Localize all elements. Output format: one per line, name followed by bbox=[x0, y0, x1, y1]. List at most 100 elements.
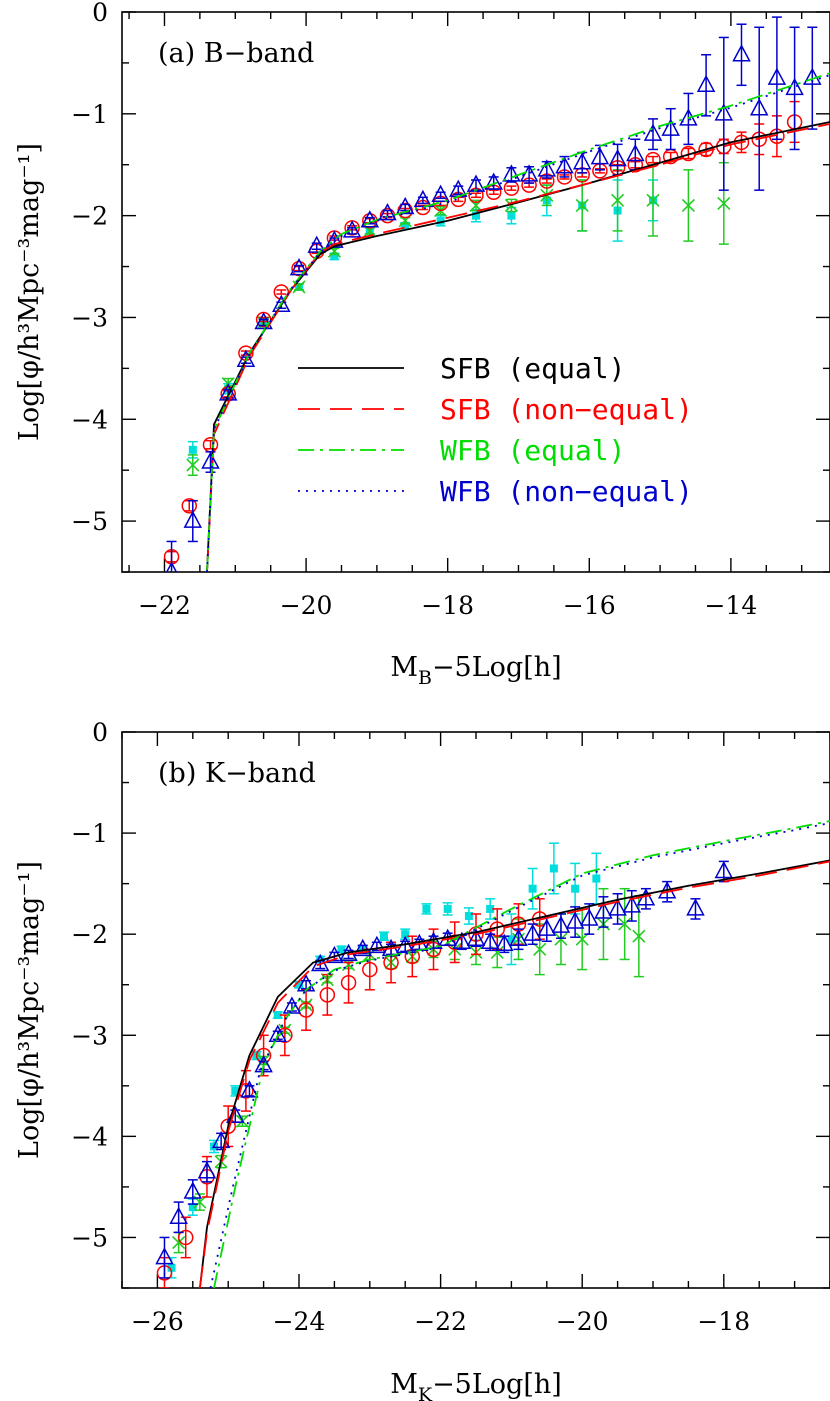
y-tick-label: −5 bbox=[71, 1223, 108, 1252]
data-point bbox=[680, 145, 697, 162]
legend-label: WFB (equal) bbox=[440, 434, 625, 467]
x-tick-label: −18 bbox=[421, 591, 474, 620]
data-point bbox=[480, 931, 500, 950]
legend-label: WFB (non−equal) bbox=[440, 475, 693, 508]
legend-label: SFB (non−equal) bbox=[440, 393, 693, 426]
x-tick-label: −22 bbox=[138, 591, 191, 620]
plot-area bbox=[155, 820, 830, 1288]
data-point bbox=[618, 917, 632, 931]
data-point bbox=[378, 203, 397, 221]
data-point bbox=[379, 932, 388, 941]
data-point bbox=[236, 349, 256, 367]
data-point bbox=[681, 198, 695, 213]
series-line bbox=[206, 74, 830, 572]
y-axis-label: Log[φ/h³Mpc⁻³mag⁻¹] bbox=[14, 861, 45, 1159]
data-point bbox=[590, 147, 610, 165]
y-tick-label: −4 bbox=[71, 405, 108, 434]
data-point bbox=[188, 445, 197, 454]
data-points-triangle bbox=[165, 16, 822, 572]
data-point bbox=[472, 211, 480, 220]
x-tick-label: −26 bbox=[131, 1307, 184, 1336]
panel-a-b-band: 0 −1 −2 −3 −4 −5 −22 −20 −18 −16 −14 MB−5Log[h] Log[… bbox=[14, 0, 830, 689]
plot-frame bbox=[121, 11, 830, 573]
data-point bbox=[254, 311, 273, 330]
y-tick-label: −3 bbox=[71, 1021, 108, 1050]
x-axis-label: MK−5Log[h] bbox=[390, 1369, 562, 1401]
y-tick-label: 0 bbox=[92, 718, 108, 747]
data-point bbox=[696, 74, 716, 93]
data-point bbox=[337, 945, 346, 954]
x-axis-label: MB−5Log[h] bbox=[390, 652, 561, 689]
data-point bbox=[495, 933, 514, 952]
data-point bbox=[431, 184, 450, 203]
data-point bbox=[537, 159, 557, 177]
data-point bbox=[295, 980, 303, 989]
data-point bbox=[523, 923, 542, 941]
data-point bbox=[254, 1055, 273, 1073]
data-point bbox=[273, 284, 290, 300]
series-line bbox=[209, 822, 830, 1288]
series-line bbox=[213, 820, 830, 1288]
data-point bbox=[436, 216, 445, 225]
data-point bbox=[316, 955, 325, 964]
data-points-square bbox=[166, 842, 602, 1279]
data-point bbox=[183, 1181, 203, 1199]
data-point bbox=[594, 901, 613, 919]
data-points-circle bbox=[156, 898, 548, 1288]
y-tick-label: −2 bbox=[71, 920, 108, 949]
data-point bbox=[575, 932, 589, 946]
data-point bbox=[622, 895, 642, 913]
data-point bbox=[767, 67, 787, 85]
data-point bbox=[165, 561, 178, 572]
data-point bbox=[201, 451, 220, 469]
data-point bbox=[571, 884, 580, 893]
data-point bbox=[632, 929, 646, 943]
data-point bbox=[443, 904, 452, 913]
data-point bbox=[528, 884, 537, 893]
x-tick-label: −20 bbox=[280, 591, 333, 620]
data-point bbox=[608, 149, 627, 167]
data-point bbox=[626, 143, 645, 162]
data-point bbox=[273, 1011, 282, 1020]
data-point bbox=[565, 911, 585, 929]
data-point bbox=[186, 458, 200, 472]
data-point bbox=[646, 193, 660, 207]
data-point bbox=[452, 931, 472, 950]
data-point bbox=[291, 260, 307, 277]
data-point bbox=[177, 1229, 194, 1246]
data-point bbox=[502, 164, 521, 182]
x-tick-label: −16 bbox=[563, 591, 616, 620]
legend-label: SFB (equal) bbox=[440, 352, 625, 385]
data-point bbox=[611, 193, 625, 207]
y-tick-label: −1 bbox=[71, 100, 108, 129]
data-point bbox=[551, 915, 571, 933]
data-points-triangle bbox=[155, 860, 734, 1279]
data-point bbox=[464, 911, 473, 920]
data-point bbox=[167, 1263, 176, 1272]
series-line bbox=[199, 860, 830, 1288]
panel-title: (a) B−band bbox=[158, 38, 314, 69]
data-point bbox=[509, 928, 528, 946]
data-point bbox=[172, 1235, 186, 1250]
x-tick-label: −24 bbox=[273, 1307, 326, 1336]
series-line bbox=[206, 72, 830, 572]
x-tick-label: −14 bbox=[704, 591, 757, 620]
data-point bbox=[289, 257, 309, 276]
data-point bbox=[155, 1247, 174, 1265]
data-point bbox=[231, 1086, 240, 1095]
data-point bbox=[422, 904, 431, 913]
x-tick-label: −20 bbox=[556, 1307, 609, 1336]
y-tick-label: 0 bbox=[92, 0, 108, 27]
data-point bbox=[307, 235, 326, 253]
data-point bbox=[608, 898, 627, 916]
data-point bbox=[555, 156, 574, 174]
data-point bbox=[183, 510, 203, 528]
data-point bbox=[413, 189, 433, 208]
data-point bbox=[507, 935, 516, 944]
data-point bbox=[572, 152, 592, 170]
data-point bbox=[466, 928, 486, 946]
legend: SFB (equal) SFB (non−equal) WFB (equal) WFB… bbox=[298, 352, 693, 508]
data-point bbox=[484, 172, 503, 190]
y-tick-label: −4 bbox=[71, 1122, 108, 1151]
data-point bbox=[197, 1161, 217, 1179]
